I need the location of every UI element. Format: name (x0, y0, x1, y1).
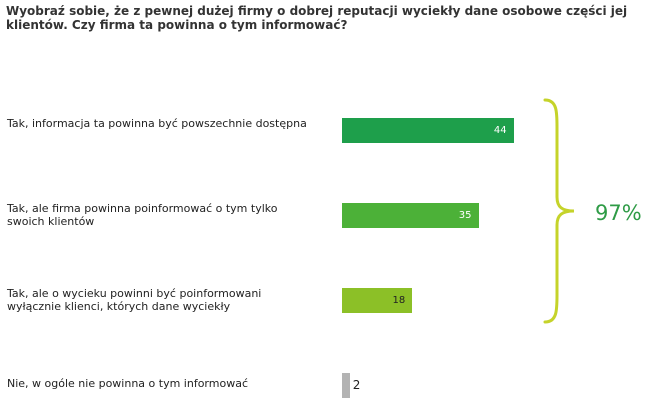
bar (342, 118, 514, 143)
bar-value-label: 18 (392, 295, 406, 306)
category-label: Tak, ale o wycieku powinni być poinformo… (7, 287, 262, 313)
bar-value-label: 44 (493, 125, 507, 136)
bracket-total-label: 97% (595, 201, 642, 225)
category-label: Tak, ale firma powinna poinformować o ty… (7, 202, 278, 228)
bar (342, 373, 350, 398)
chart-question: Wyobraź sobie, że z pewnej dużej firmy o… (6, 4, 628, 32)
bar-value-label: 35 (458, 210, 472, 221)
category-label: Nie, w ogóle nie powinna o tym informowa… (7, 377, 248, 390)
category-label: Tak, informacja ta powinna być powszechn… (7, 117, 307, 130)
bar-value-label: 2 (352, 378, 361, 392)
bar (342, 203, 479, 228)
bracket-shape (543, 98, 575, 324)
bar (342, 288, 413, 313)
bracket (543, 98, 575, 324)
